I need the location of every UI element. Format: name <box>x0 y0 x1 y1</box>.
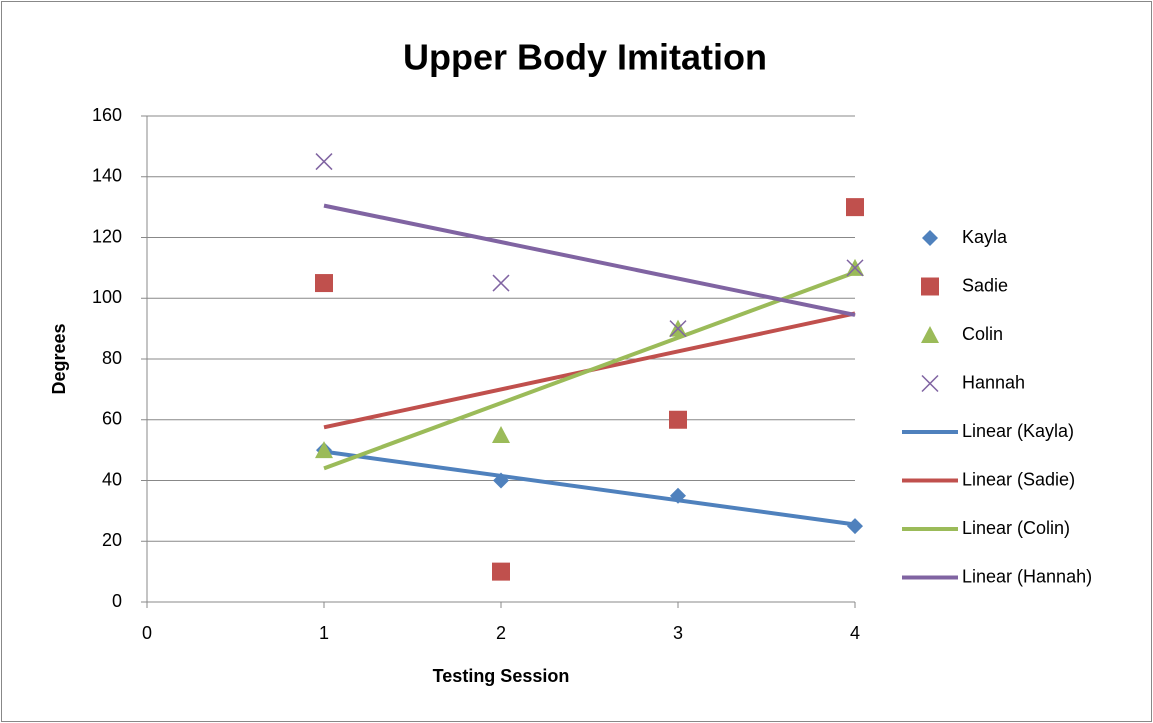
trendline <box>323 449 856 527</box>
x-tick-label: 1 <box>319 623 329 643</box>
chart-title: Upper Body Imitation <box>403 37 767 78</box>
legend-label: Linear (Hannah) <box>962 566 1092 586</box>
legend-label: Linear (Colin) <box>962 518 1070 538</box>
triangle-marker <box>492 425 510 443</box>
square-marker <box>492 562 510 581</box>
legend-label: Hannah <box>962 372 1025 392</box>
x-marker <box>846 259 864 277</box>
x-tick-label: 3 <box>673 623 683 643</box>
legend-label: Linear (Kayla) <box>962 421 1074 441</box>
y-tick-label: 80 <box>102 348 122 368</box>
x-tick-label: 2 <box>496 623 506 643</box>
square-marker <box>846 198 864 217</box>
square-marker <box>315 274 333 293</box>
triangle-marker <box>315 441 333 459</box>
trendline <box>323 203 856 317</box>
x-tick-label: 4 <box>850 623 860 643</box>
legend-label: Linear (Sadie) <box>962 469 1075 489</box>
y-tick-label: 40 <box>102 469 122 489</box>
y-tick-label: 20 <box>102 530 122 550</box>
y-axis-label: Degrees <box>49 323 69 394</box>
x-marker <box>492 274 510 292</box>
y-tick-label: 160 <box>92 105 122 125</box>
trendline <box>323 270 856 471</box>
y-tick-label: 100 <box>92 287 122 307</box>
legend-label: Colin <box>962 324 1003 344</box>
x-tick-label: 0 <box>142 623 152 643</box>
x-axis-label: Testing Session <box>433 666 570 686</box>
y-tick-label: 60 <box>102 409 122 429</box>
y-tick-label: 140 <box>92 166 122 186</box>
x-marker <box>669 320 687 338</box>
legend-marker <box>921 277 939 296</box>
legend-marker <box>921 326 939 343</box>
square-marker <box>669 410 687 429</box>
diamond-marker <box>670 487 686 504</box>
legend-label: Kayla <box>962 227 1008 247</box>
x-marker <box>315 153 333 171</box>
y-tick-label: 120 <box>92 226 122 246</box>
diamond-marker <box>493 472 509 489</box>
legend-marker <box>922 230 938 246</box>
legend-marker <box>921 374 939 393</box>
y-tick-label: 0 <box>112 591 122 611</box>
legend-label: Sadie <box>962 275 1008 295</box>
diamond-marker <box>847 518 863 535</box>
